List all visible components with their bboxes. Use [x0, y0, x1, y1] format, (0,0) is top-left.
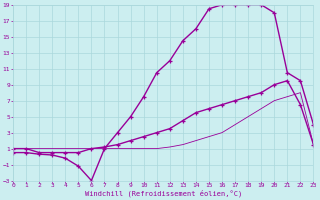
X-axis label: Windchill (Refroidissement éolien,°C): Windchill (Refroidissement éolien,°C) — [84, 190, 242, 197]
